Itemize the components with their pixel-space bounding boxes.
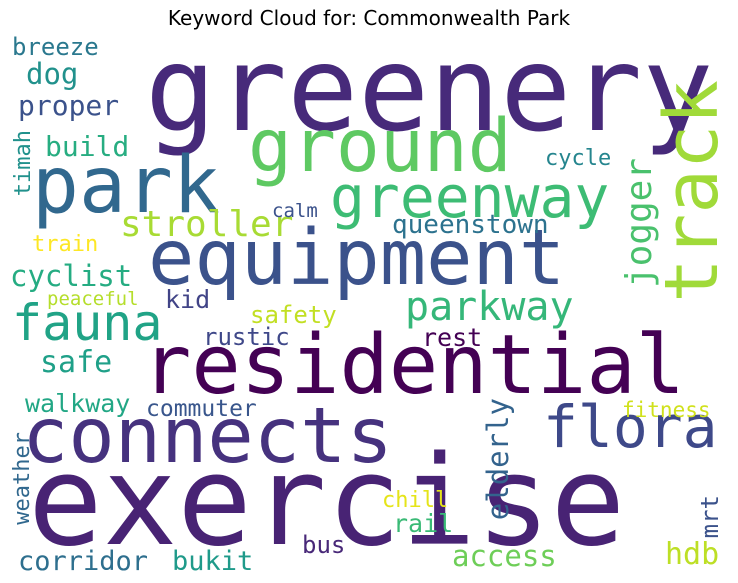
word-safety: safety: [250, 301, 337, 329]
word-ground: ground: [248, 104, 512, 189]
word-proper: proper: [18, 89, 120, 122]
word-breeze: breeze: [12, 33, 99, 61]
word-greenway: greenway: [330, 163, 610, 231]
word-walkway: walkway: [25, 389, 131, 418]
word-connects: connects: [22, 392, 393, 481]
word-peaceful: peaceful: [47, 288, 139, 310]
word-bus: bus: [302, 531, 346, 559]
word-fitness: fitness: [622, 398, 711, 422]
word-kid: kid: [165, 285, 211, 314]
word-rail: rail: [393, 509, 454, 538]
word-commuter: commuter: [146, 396, 257, 422]
word-stroller: stroller: [120, 204, 294, 245]
word-chill: chill: [382, 488, 449, 513]
word-cyclist: cyclist: [10, 259, 133, 293]
word-hdb: hdb: [665, 537, 720, 572]
word-build: build: [45, 130, 130, 163]
word-jogger: jogger: [619, 158, 660, 289]
word-rest: rest: [422, 323, 483, 352]
word-rustic: rustic: [203, 323, 290, 351]
word-flora: flora: [543, 393, 718, 461]
chart-title: Keyword Cloud for: Commonwealth Park: [167, 6, 571, 30]
word-weather: weather: [10, 432, 35, 525]
word-mrt: mrt: [696, 495, 724, 539]
word-cycle: cycle: [545, 146, 612, 171]
word-greenery: greenery: [145, 20, 714, 158]
word-calm: calm: [272, 200, 318, 222]
word-exercise: exercise: [28, 430, 626, 574]
word-safe: safe: [40, 345, 113, 380]
word-fauna: fauna: [12, 294, 163, 352]
word-dog: dog: [26, 57, 79, 91]
word-park: park: [32, 141, 220, 231]
word-elderly: elderly: [481, 398, 515, 521]
word-corridor: corridor: [18, 546, 149, 577]
word-access: access: [452, 539, 557, 573]
word-bukit: bukit: [172, 546, 254, 577]
word-parkway: parkway: [405, 284, 574, 330]
word-timah: timah: [11, 130, 36, 197]
word-queenstown: queenstown: [392, 210, 549, 240]
word-train: train: [32, 232, 99, 257]
word-residential: residential: [142, 318, 686, 413]
word-track: track: [649, 80, 735, 303]
word-equipment: equipment: [148, 214, 566, 303]
